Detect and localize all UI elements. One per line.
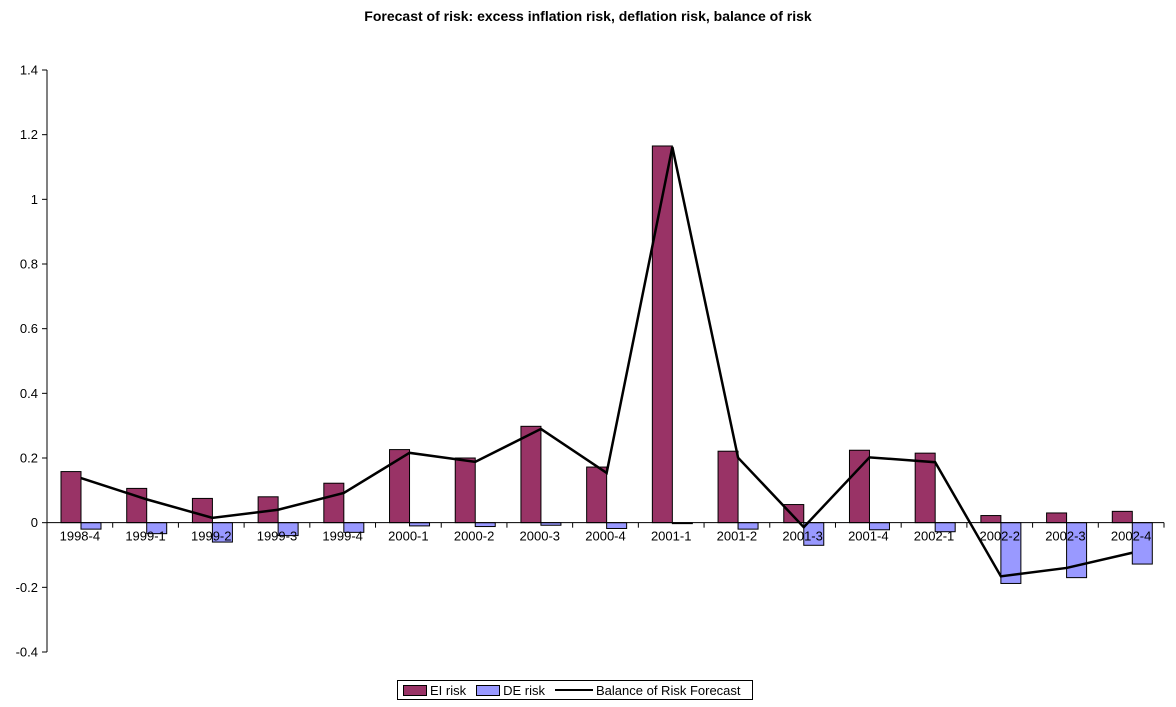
y-tick-label: 0.8 (20, 257, 38, 272)
y-tick-label: 1 (31, 192, 38, 207)
x-tick-label: 2000-1 (388, 529, 428, 544)
bar-ei-risk-2002-3 (1046, 512, 1068, 524)
x-tick-label: 2002-1 (914, 529, 954, 544)
bar-ei-risk-2000-1 (389, 449, 411, 524)
y-tick-label: 0.2 (20, 451, 38, 466)
y-tick-label: 0.6 (20, 321, 38, 336)
x-tick-label: 1999-2 (191, 529, 231, 544)
x-tick-label: 2000-2 (454, 529, 494, 544)
legend-swatch-ei (403, 684, 427, 696)
bars-layer (60, 145, 1153, 584)
legend-item-ei: EI risk (403, 683, 466, 698)
x-tick-label: 2001-2 (717, 529, 757, 544)
legend-item-balance: Balance of Risk Forecast (555, 683, 741, 698)
line-balance-of-risk (80, 146, 1133, 578)
bar-de-risk-2000-2 (474, 522, 496, 528)
bar-ei-risk-2000-4 (586, 466, 608, 524)
y-tick-label: 0 (31, 515, 38, 530)
x-tick-label: 1999-1 (125, 529, 165, 544)
bar-ei-risk-2002-1 (914, 452, 936, 524)
y-tick-label: 1.2 (20, 127, 38, 142)
chart-title: Forecast of risk: excess inflation risk,… (364, 8, 812, 24)
bar-de-risk-2000-4 (606, 522, 628, 529)
x-tick-label: 2001-3 (782, 529, 822, 544)
x-tick-label: 2001-1 (651, 529, 691, 544)
bar-ei-risk-2000-2 (454, 457, 476, 524)
bar-ei-risk-2001-3 (783, 504, 805, 524)
y-tick-label: 0.4 (20, 386, 38, 401)
legend-item-de: DE risk (476, 683, 545, 698)
y-tick-label: 1.4 (20, 63, 38, 78)
bar-ei-risk-1999-2 (191, 497, 213, 524)
line-layer (80, 146, 1133, 578)
bar-ei-risk-2002-2 (980, 515, 1002, 524)
x-tick-label: 2002-3 (1045, 529, 1085, 544)
legend-label-balance: Balance of Risk Forecast (596, 682, 741, 698)
legend-label-de: DE risk (503, 682, 546, 698)
bar-ei-risk-1998-4 (60, 471, 82, 524)
bar-ei-risk-2001-2 (717, 450, 739, 524)
x-tick-label: 2000-4 (585, 529, 625, 544)
legend-label-ei: EI risk (430, 682, 467, 698)
x-tick-label: 2002-4 (1111, 529, 1151, 544)
bar-ei-risk-2000-3 (520, 425, 542, 524)
x-tick-label: 1998-4 (60, 529, 100, 544)
x-tick-label: 2002-2 (979, 529, 1019, 544)
legend-swatch-de (476, 684, 501, 696)
x-tick-label: 1999-4 (322, 529, 362, 544)
axes-layer: -0.4 -0.2 0 0.2 0.4 0.6 0.8 1 1.2 1.4 1998-4 1999-1… (16, 63, 1165, 660)
y-tick-label: -0.2 (16, 580, 38, 595)
y-tick-label: -0.4 (16, 645, 38, 660)
legend-swatch-balance (555, 689, 594, 691)
bar-ei-risk-2002-4 (1111, 510, 1133, 524)
x-tick-label: 2000-3 (520, 529, 560, 544)
x-tick-label: 2001-4 (848, 529, 888, 544)
chart-legend: EI risk DE risk Balance of Risk Forecast (397, 680, 753, 700)
x-tick-label: 1999-3 (257, 529, 297, 544)
bar-ei-risk-1999-4 (323, 482, 345, 524)
